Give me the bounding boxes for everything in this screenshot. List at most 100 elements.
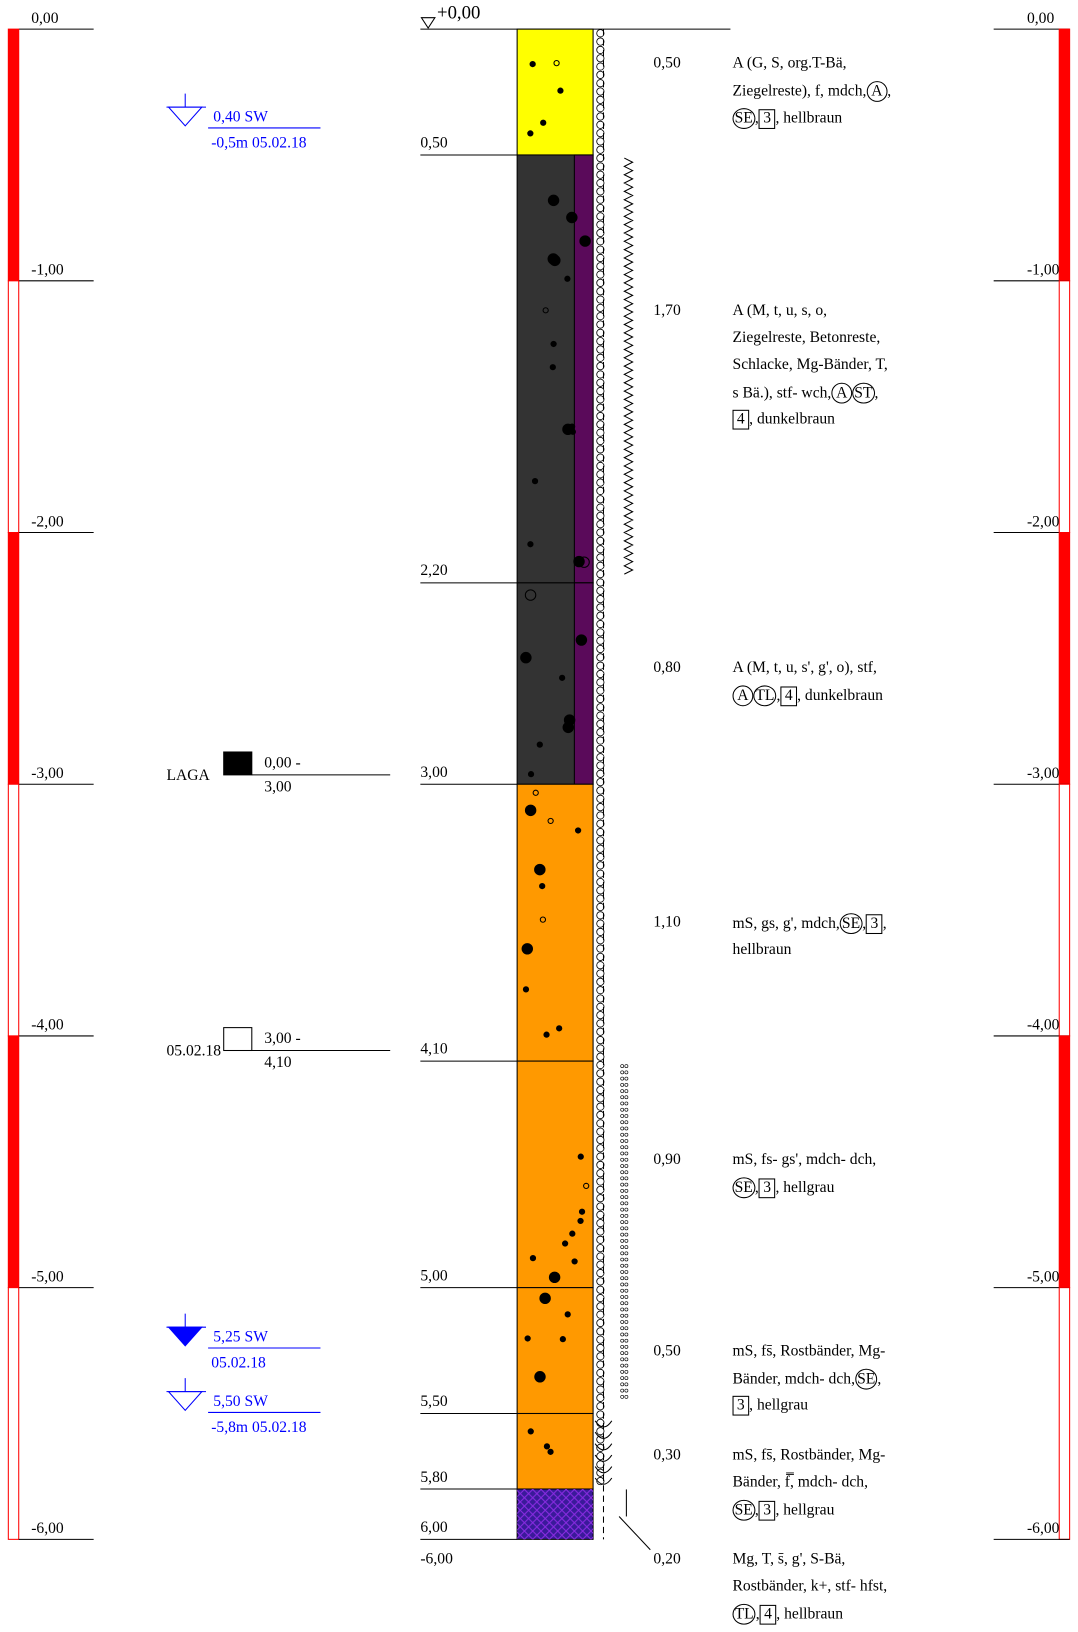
sample-mark [597, 63, 604, 70]
sample-mark [597, 1436, 604, 1443]
sample-mark [597, 787, 604, 794]
sample-from: 0,00 - [264, 754, 300, 773]
sample-box [224, 1028, 252, 1051]
soil-class: SE [733, 1177, 755, 1198]
sample-mark [597, 138, 604, 145]
soil-group: 3 [759, 1501, 776, 1521]
sample-mark [597, 637, 604, 644]
scale-bar [1059, 29, 1069, 281]
grain [550, 365, 555, 370]
sample-mark [597, 113, 604, 120]
sample-mark [597, 1036, 604, 1043]
wavy-line [624, 158, 632, 574]
soil-group: 3 [759, 1178, 776, 1198]
sample-mark [597, 1078, 604, 1085]
dot [625, 1377, 628, 1380]
description-line: SE,3, hellbraun [733, 108, 843, 129]
dot [621, 1252, 624, 1255]
dot [625, 1133, 628, 1136]
text: , dunkelbraun [797, 688, 883, 705]
sample-mark [597, 179, 604, 186]
sample-mark [597, 745, 604, 752]
sample-mark [597, 887, 604, 894]
dot [625, 1090, 628, 1093]
sample-mark [597, 1319, 604, 1326]
dot [625, 1395, 628, 1398]
sample-mark [597, 121, 604, 128]
dot [625, 1127, 628, 1130]
sample-mark [597, 903, 604, 910]
dot [621, 1196, 624, 1199]
grain [574, 556, 584, 566]
sample-mark [597, 662, 604, 669]
sample-mark [597, 30, 604, 37]
dot [621, 1314, 624, 1317]
dot [625, 1358, 628, 1361]
soil-class: A [866, 81, 887, 102]
dot [625, 1308, 628, 1311]
water-label: 5,25 SW [213, 1328, 268, 1347]
scale-label: -3,00 [1027, 764, 1060, 783]
dot [625, 1102, 628, 1105]
dot [621, 1121, 624, 1124]
sample-mark [597, 346, 604, 353]
grain [540, 883, 545, 888]
description-line: Rostbänder, k+, stf- hfst, [733, 1577, 888, 1596]
grain [548, 195, 558, 205]
dot [621, 1096, 624, 1099]
sample-mark [597, 1369, 604, 1376]
dot [621, 1065, 624, 1068]
dot [621, 1083, 624, 1086]
description-line: Mg, T, s̄, g', S-Bä, [733, 1550, 846, 1569]
sample-mark [597, 928, 604, 935]
scale-label: 0,00 [31, 9, 58, 28]
grain [530, 1256, 535, 1261]
sample-mark [597, 71, 604, 78]
sample-mark [597, 1053, 604, 1060]
water-label: 0,40 SW [213, 108, 268, 127]
grain [521, 652, 531, 662]
sample-mark [597, 1278, 604, 1285]
sample-name: 05.02.18 [166, 1042, 221, 1061]
dot [621, 1077, 624, 1080]
text: Rostbänder, k+, stf- hfst, [733, 1578, 888, 1595]
sample-mark [597, 920, 604, 927]
description-line: mS, gs, g', mdch,SE,3, [733, 913, 887, 934]
dot [621, 1202, 624, 1205]
dot [625, 1108, 628, 1111]
sample-from: 3,00 - [264, 1030, 300, 1049]
thickness: 0,50 [653, 54, 680, 73]
depth-label: 5,00 [420, 1267, 447, 1286]
sample-mark [597, 837, 604, 844]
dot [625, 1252, 628, 1255]
scale-bar [8, 1036, 18, 1288]
sample-mark [597, 263, 604, 270]
grain [579, 1209, 584, 1214]
sample-mark [597, 354, 604, 361]
sample-mark [597, 238, 604, 245]
dot [625, 1246, 628, 1249]
dot [625, 1227, 628, 1230]
sample-mark [597, 1361, 604, 1368]
description-line: SE,3, hellgrau [733, 1500, 835, 1521]
sample-mark [597, 471, 604, 478]
dot [621, 1071, 624, 1074]
grain [525, 1336, 530, 1341]
sample-mark [597, 1045, 604, 1052]
dot [621, 1395, 624, 1398]
sample-mark [597, 945, 604, 952]
sample-mark [597, 1170, 604, 1177]
dot [621, 1158, 624, 1161]
dot [621, 1208, 624, 1211]
grain [564, 715, 574, 725]
sample-mark [597, 1236, 604, 1243]
dot [625, 1239, 628, 1242]
dot [625, 1202, 628, 1205]
sample-mark [597, 479, 604, 486]
sample-mark [597, 246, 604, 253]
thickness: 0,30 [653, 1446, 680, 1465]
sample-mark [597, 687, 604, 694]
sample-mark [597, 329, 604, 336]
grain [523, 987, 528, 992]
water-note: -5,8m 05.02.18 [211, 1419, 306, 1438]
